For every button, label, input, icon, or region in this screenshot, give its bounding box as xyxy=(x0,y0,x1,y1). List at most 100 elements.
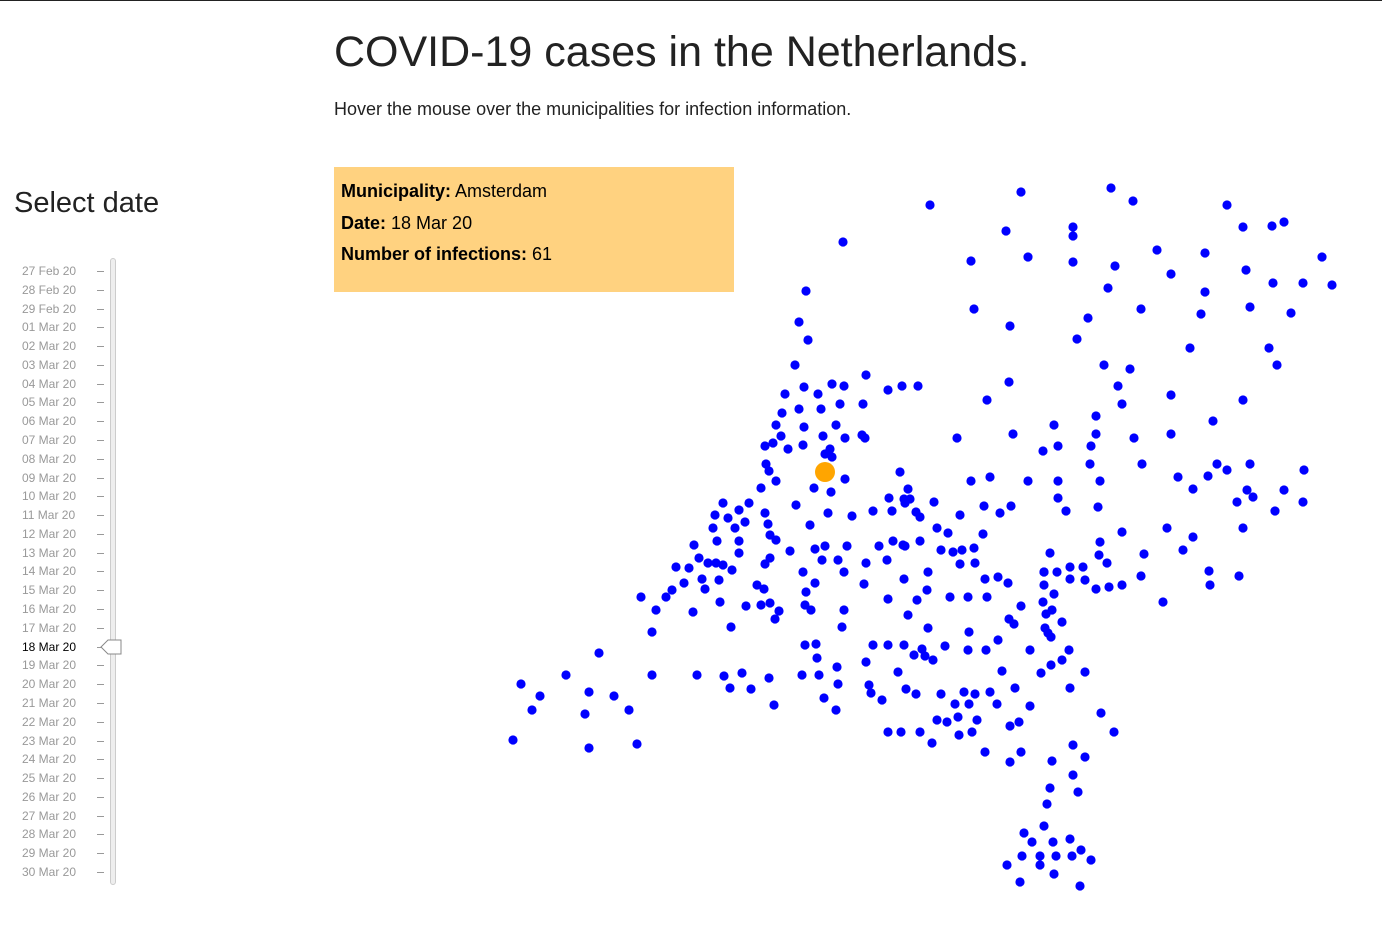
municipality-dot[interactable] xyxy=(1286,308,1296,318)
municipality-dot[interactable] xyxy=(893,667,903,677)
municipality-dot[interactable] xyxy=(963,645,973,655)
municipality-dot[interactable] xyxy=(980,747,990,757)
slider-date-label[interactable]: 06 Mar 20 xyxy=(22,414,77,429)
municipality-dot[interactable] xyxy=(882,555,892,565)
municipality-dot[interactable] xyxy=(718,560,728,570)
municipality-dot[interactable] xyxy=(1270,506,1280,516)
municipality-dot[interactable] xyxy=(1016,601,1026,611)
municipality-dot[interactable] xyxy=(964,699,974,709)
slider-date-label[interactable]: 15 Mar 20 xyxy=(22,583,77,598)
municipality-dot[interactable] xyxy=(1152,245,1162,255)
municipality-dot[interactable] xyxy=(760,559,770,569)
municipality-dot[interactable] xyxy=(1095,537,1105,547)
municipality-dot[interactable] xyxy=(1188,484,1198,494)
municipality-dot[interactable] xyxy=(692,670,702,680)
municipality-dot[interactable] xyxy=(1238,395,1248,405)
municipality-dot[interactable] xyxy=(1025,645,1035,655)
municipality-dot[interactable] xyxy=(864,680,874,690)
municipality-dot[interactable] xyxy=(964,627,974,637)
municipality-dot[interactable] xyxy=(1268,278,1278,288)
municipality-dot[interactable] xyxy=(1085,459,1095,469)
municipality-dot[interactable] xyxy=(734,548,744,558)
municipality-dot[interactable] xyxy=(932,715,942,725)
municipality-dot[interactable] xyxy=(1002,860,1012,870)
municipality-dot[interactable] xyxy=(814,670,824,680)
municipality-dot[interactable] xyxy=(1245,459,1255,469)
municipality-dot[interactable] xyxy=(508,735,518,745)
municipality-dot[interactable] xyxy=(913,381,923,391)
municipality-dot[interactable] xyxy=(978,529,988,539)
municipality-dot[interactable] xyxy=(771,535,781,545)
municipality-dot[interactable] xyxy=(1241,265,1251,275)
municipality-dot[interactable] xyxy=(516,679,526,689)
municipality-dot[interactable] xyxy=(694,553,704,563)
municipality-dot[interactable] xyxy=(823,508,833,518)
slider-date-label[interactable]: 12 Mar 20 xyxy=(22,526,77,541)
municipality-dot[interactable] xyxy=(799,382,809,392)
municipality-dot[interactable] xyxy=(957,545,967,555)
municipality-dot[interactable] xyxy=(967,727,977,737)
municipality-dot[interactable] xyxy=(900,498,910,508)
municipality-dot[interactable] xyxy=(980,574,990,584)
municipality-dot[interactable] xyxy=(818,431,828,441)
municipality-dot[interactable] xyxy=(917,644,927,654)
municipality-dot[interactable] xyxy=(1158,597,1168,607)
municipality-dot[interactable] xyxy=(734,536,744,546)
municipality-dot-selected[interactable] xyxy=(815,462,835,482)
municipality-dot[interactable] xyxy=(1298,497,1308,507)
municipality-dot[interactable] xyxy=(1091,411,1101,421)
municipality-dot[interactable] xyxy=(1068,257,1078,267)
municipality-dot[interactable] xyxy=(1093,502,1103,512)
municipality-dot[interactable] xyxy=(839,605,849,615)
municipality-dot[interactable] xyxy=(725,683,735,693)
municipality-dot[interactable] xyxy=(1136,571,1146,581)
municipality-dot[interactable] xyxy=(1327,280,1337,290)
municipality-dot[interactable] xyxy=(1080,667,1090,677)
municipality-dot[interactable] xyxy=(1023,476,1033,486)
municipality-dot[interactable] xyxy=(1049,589,1059,599)
municipality-dot[interactable] xyxy=(714,575,724,585)
municipality-dot[interactable] xyxy=(671,562,681,572)
municipality-dot[interactable] xyxy=(877,695,887,705)
municipality-dot[interactable] xyxy=(955,510,965,520)
municipality-dot[interactable] xyxy=(868,506,878,516)
municipality-dot[interactable] xyxy=(1068,231,1078,241)
slider-date-label[interactable]: 23 Mar 20 xyxy=(22,733,77,748)
municipality-dot[interactable] xyxy=(647,627,657,637)
municipality-dot[interactable] xyxy=(1200,248,1210,258)
municipality-dot[interactable] xyxy=(1264,343,1274,353)
municipality-dot[interactable] xyxy=(811,639,821,649)
municipality-dot[interactable] xyxy=(831,420,841,430)
municipality-dot[interactable] xyxy=(899,574,909,584)
municipality-dot[interactable] xyxy=(1023,252,1033,262)
municipality-dot[interactable] xyxy=(883,385,893,395)
slider-date-label[interactable]: 21 Mar 20 xyxy=(22,695,77,710)
municipality-dot[interactable] xyxy=(1106,183,1116,193)
municipality-dot[interactable] xyxy=(1279,217,1289,227)
municipality-dot[interactable] xyxy=(1019,828,1029,838)
municipality-dot[interactable] xyxy=(1203,471,1213,481)
municipality-dot[interactable] xyxy=(700,584,710,594)
municipality-dot[interactable] xyxy=(932,523,942,533)
municipality-dot[interactable] xyxy=(1073,787,1083,797)
municipality-dot[interactable] xyxy=(950,699,960,709)
municipality-dot[interactable] xyxy=(966,256,976,266)
municipality-dot[interactable] xyxy=(1038,446,1048,456)
municipality-dot[interactable] xyxy=(831,705,841,715)
municipality-dot[interactable] xyxy=(813,389,823,399)
municipality-dot[interactable] xyxy=(1267,221,1277,231)
municipality-dot[interactable] xyxy=(901,684,911,694)
municipality-dot[interactable] xyxy=(624,705,634,715)
municipality-dot[interactable] xyxy=(903,610,913,620)
municipality-dot[interactable] xyxy=(972,715,982,725)
municipality-dot[interactable] xyxy=(1045,783,1055,793)
municipality-dot[interactable] xyxy=(911,689,921,699)
municipality-dot[interactable] xyxy=(785,546,795,556)
municipality-dot[interactable] xyxy=(561,670,571,680)
municipality-dot[interactable] xyxy=(771,420,781,430)
municipality-dot[interactable] xyxy=(594,648,604,658)
municipality-dot[interactable] xyxy=(1004,377,1014,387)
municipality-dot[interactable] xyxy=(760,441,770,451)
municipality-dot[interactable] xyxy=(1117,580,1127,590)
municipality-dot[interactable] xyxy=(1015,877,1025,887)
